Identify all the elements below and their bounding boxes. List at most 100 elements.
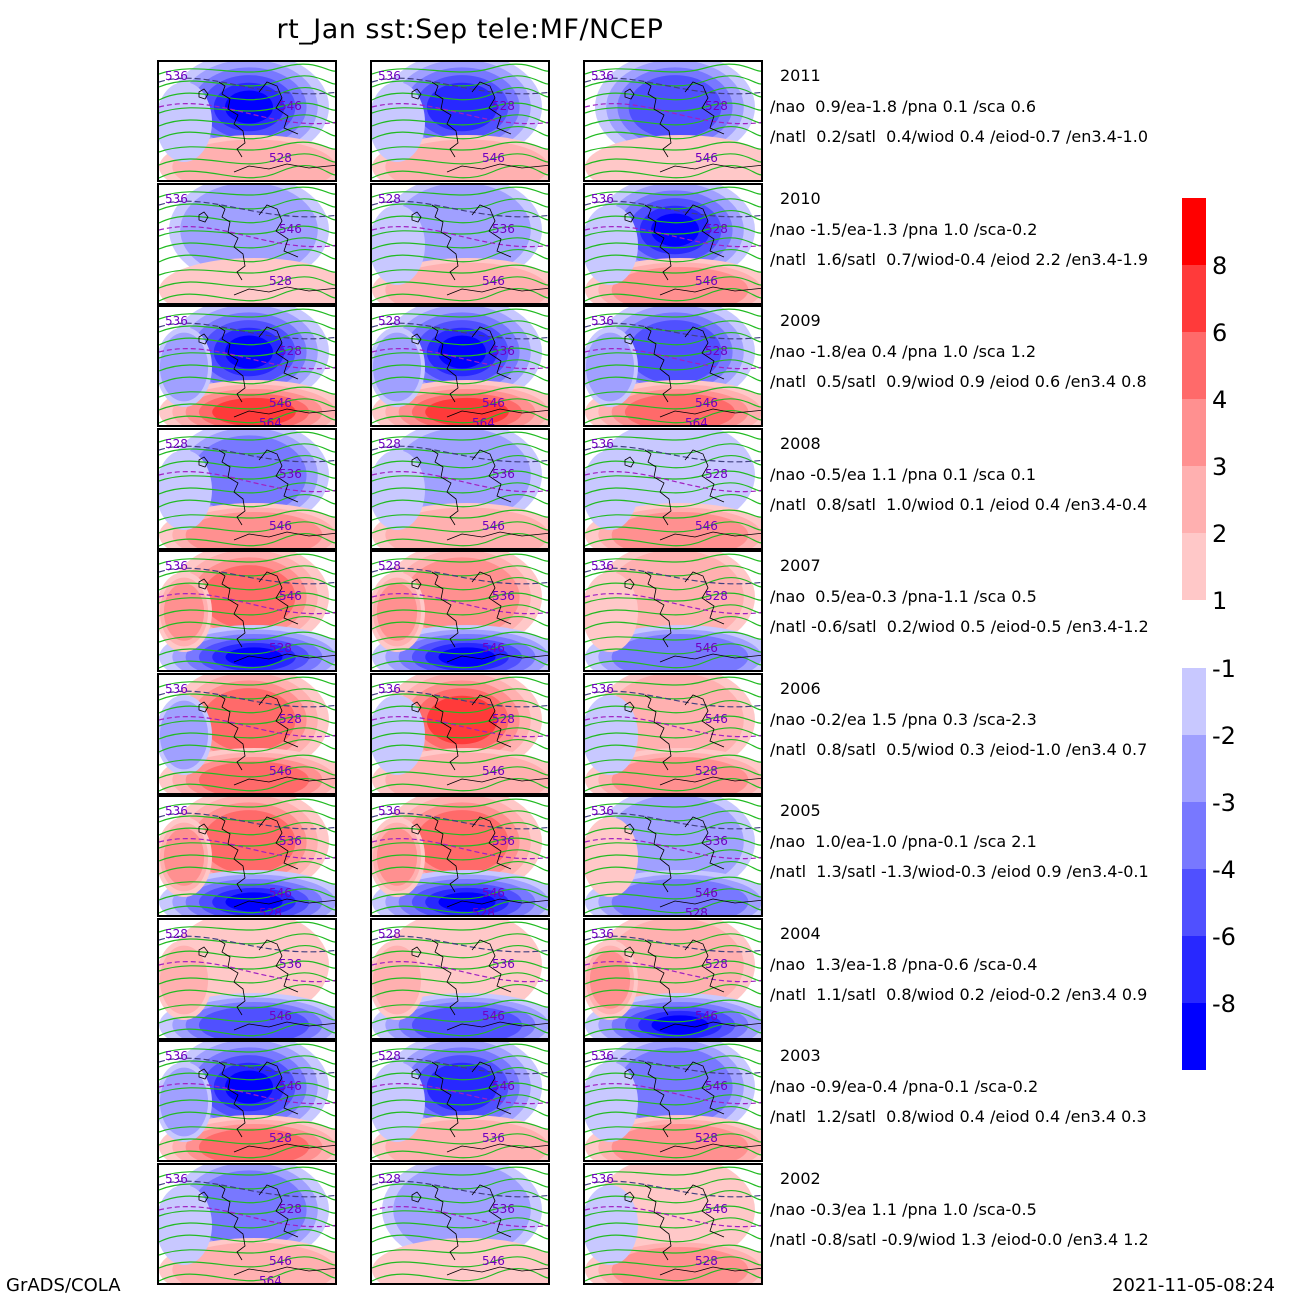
contour-label: 528 [492,712,515,726]
contour-label: 536 [279,834,302,848]
dashed-contours [585,567,761,615]
colorbar-swatch [1182,198,1206,265]
anomaly-west [585,572,638,652]
coastline [411,326,548,418]
dashed-contours [585,322,761,370]
coastline [198,81,335,173]
contour-label: 528 [378,1049,401,1063]
colorbar-tick-label: -6 [1212,923,1236,951]
coastline [411,939,548,1030]
teleconnection-indices: /nao 1.0/ea-1.0 /pna-0.1 /sca 2.1 [770,832,1037,851]
height-contours [159,1166,335,1282]
anomaly-north [382,62,542,162]
anomaly-west [585,204,638,285]
coastline [198,204,335,295]
map-panel-2003-1: 536 546 528 [157,1040,337,1162]
sst-indices: /natl 0.2/satl 0.4/wiod 0.4 /eiod-0.7 /e… [770,127,1148,146]
contour-label: 528 [279,1202,302,1216]
contour-label: 536 [492,957,515,971]
coastline [198,1184,335,1275]
contour-label: 528 [269,1131,292,1145]
dashed-contours [585,200,761,247]
height-contours [159,921,335,1037]
contour-label: 536 [165,192,188,206]
anomaly-west [585,1184,638,1265]
coastline [411,1184,548,1275]
dashed-contours [159,200,335,247]
contour-label: 546 [482,396,505,410]
height-contours [159,798,335,914]
anomaly-west [372,939,425,1020]
coastline [198,571,335,663]
sst-indices: /natl 1.6/satl 0.7/wiod-0.4 /eiod 2.2 /e… [770,249,1148,269]
coastline [624,939,761,1030]
height-contours [585,1166,761,1282]
row-year-label: 2008 [780,433,821,453]
contour-label: 536 [492,1202,515,1216]
coastline [411,1061,548,1153]
anomaly-west [585,1062,638,1142]
contour-label: 528 [165,437,188,451]
dashed-contours [372,200,548,247]
anomaly-south [159,625,335,670]
map-panel-2009-2: 528 536 546 564 [370,305,550,427]
anomaly-south [372,1115,548,1160]
colorbar-swatch [1182,735,1206,802]
map-panel-2010-2: 528 536 546 [370,182,550,305]
dashed-contours [159,567,335,615]
contour-label: 536 [165,559,188,573]
map-panel-2004-1: 528 536 546 [157,917,337,1040]
contour-label: 536 [378,682,401,696]
sst-indices: /natl 1.2/satl 0.8/wiod 0.4 /eiod 0.4 /e… [770,1107,1147,1126]
sst-indices: /natl -0.6/satl 0.2/wiod 0.5 /eiod-0.5 /… [770,617,1149,636]
contour-label: 536 [165,682,188,696]
dashed-contours [585,1057,761,1105]
map-panel-2002-2: 528 536 546 [370,1162,550,1285]
contour-label: 546 [695,1009,718,1023]
contour-label: 528 [269,274,292,288]
contour-label: 536 [591,192,614,206]
dashed-contours [585,77,761,125]
contour-label: 546 [695,886,718,900]
contour-label: 528 [165,927,188,941]
map-panel-2002-1: 536 528 546 564 [157,1162,337,1285]
coastline [198,694,335,785]
height-contours [372,676,548,792]
colorbar-tick-label: 1 [1212,587,1228,615]
contour-label: 536 [165,69,188,83]
height-contours [585,63,761,179]
map-panel-2007-1: 536 546 528 [157,550,337,672]
coastline [624,694,761,785]
contour-label: 536 [492,834,515,848]
contour-label: 546 [482,1254,505,1268]
dashed-contours [159,1057,335,1105]
contour-label: 536 [591,927,614,941]
page-title: rt_Jan sst:Sep tele:MF/NCEP [276,14,664,45]
height-contours [585,308,761,424]
map-panel-2008-2: 528 536 546 [370,427,550,550]
height-contours [372,1166,548,1282]
dashed-contours [159,812,335,860]
height-contours [585,553,761,669]
contour-label: 536 [165,1049,188,1063]
map-panel-2005-1: 536 536 546 528 [157,795,337,917]
colorbar-tick-label: 3 [1212,453,1228,481]
map-panel-2007-3: 536 528 546 [583,550,763,672]
height-contours [372,431,548,547]
anomaly-west [159,572,212,652]
contour-label: 546 [269,886,292,900]
coastline [624,1061,761,1153]
colorbar-swatch [1182,533,1206,600]
contour-label: 528 [705,99,728,113]
row-year-label: 2010 [780,188,821,208]
height-contours [585,921,761,1037]
dashed-contours [585,935,761,982]
contour-label: 528 [378,559,401,573]
anomaly-west [372,694,425,775]
contour-label: 536 [482,1131,505,1145]
contour-label: 528 [279,712,302,726]
anomaly-south [585,135,761,180]
height-contours [585,431,761,547]
coastline [624,816,761,908]
map-panel-2003-3: 536 546 528 [583,1040,763,1162]
